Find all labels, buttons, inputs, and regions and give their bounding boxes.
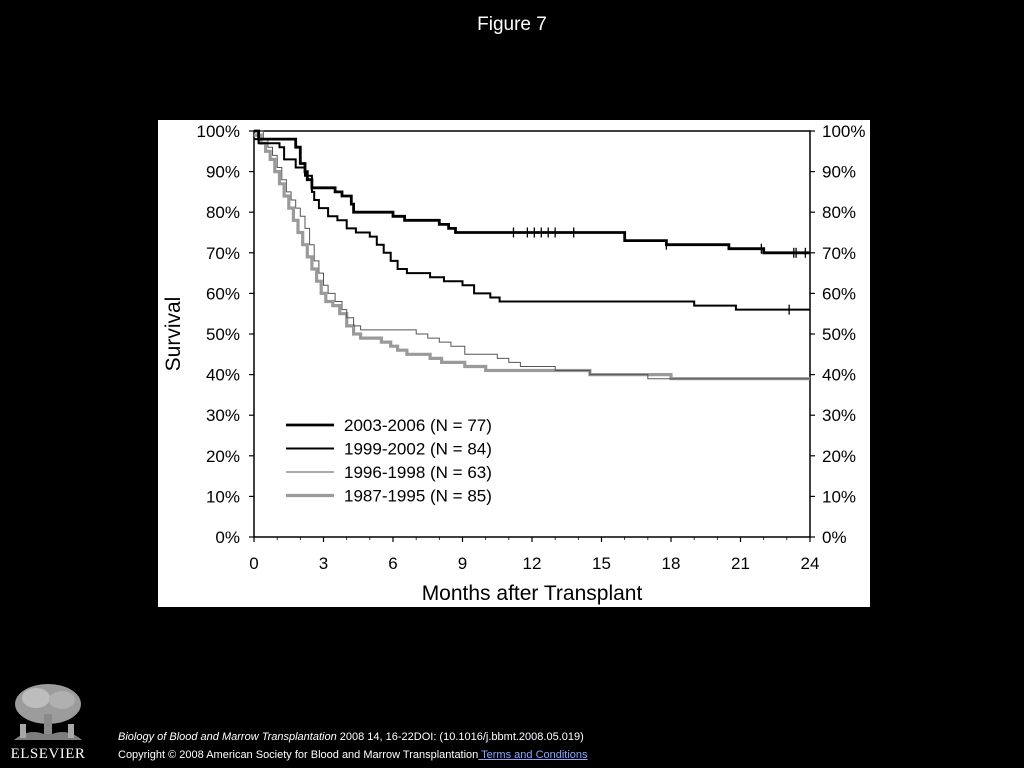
legend-label-1: 1999-2002 (N = 84) (344, 440, 492, 459)
y-tick-label: 70% (206, 244, 240, 263)
x-tick-label: 9 (458, 554, 467, 573)
legend-label-3: 1987-1995 (N = 85) (344, 487, 492, 506)
y-tick-label: 80% (206, 203, 240, 222)
x-tick-label: 6 (388, 554, 397, 573)
series-line-1 (254, 138, 810, 311)
y-tick-label: 0% (215, 528, 240, 547)
terms-and-conditions-link[interactable]: Terms and Conditions (478, 749, 588, 761)
citation: Biology of Blood and Marrow Transplantat… (118, 731, 584, 743)
x-tick-label: 21 (731, 554, 750, 573)
y-tick-label: 40% (206, 366, 240, 385)
y-axis-label: Survival (162, 297, 185, 372)
series-line-3 (254, 133, 810, 381)
x-tick-label: 24 (801, 554, 820, 573)
survival-chart: 0% 0% 10% 10% 20% 20% 30% 30% 40% 40% 50% 50% 60% 60%… (158, 120, 870, 607)
elsevier-wordmark: ELSEVIER (10, 746, 86, 762)
y-tick-label-right: 50% (822, 325, 856, 344)
series-line-2 (254, 130, 810, 380)
copyright: Copyright © 2008 American Society for Bl… (118, 749, 588, 761)
copyright-text: Copyright © 2008 American Society for Bl… (118, 749, 479, 761)
x-tick-label: 18 (662, 554, 681, 573)
journal-name: Biology of Blood and Marrow Transplantat… (118, 731, 337, 743)
y-tick-label-right: 90% (822, 163, 856, 182)
citation-details: 2008 14, 16-22DOI: (10.1016/j.bbmt.2008.… (336, 731, 584, 743)
x-tick-label: 3 (319, 554, 328, 573)
y-tick-label-right: 60% (822, 284, 856, 303)
x-tick-label: 12 (523, 554, 542, 573)
legend-label-2: 1996-1998 (N = 63) (344, 463, 492, 482)
figure-title: Figure 7 (477, 14, 547, 35)
x-tick-label: 15 (592, 554, 611, 573)
series-line-0 (254, 129, 810, 255)
y-tick-label: 10% (206, 487, 240, 506)
elsevier-logo: ELSEVIER (8, 680, 88, 766)
tree-logo-icon (8, 680, 88, 746)
y-tick-label-right: 80% (822, 203, 856, 222)
y-tick-label-right: 70% (822, 244, 856, 263)
legend: 2003-2006 (N = 77) 1999-2002 (N = 84) 1996… (286, 416, 492, 506)
legend-label-0: 2003-2006 (N = 77) (344, 416, 492, 435)
x-axis-label: Months after Transplant (422, 582, 643, 605)
y-tick-label: 100% (197, 122, 240, 141)
x-tick-label: 0 (249, 554, 258, 573)
y-tick-label: 20% (206, 447, 240, 466)
ticks-layer: 0% 0% 10% 10% 20% 20% 30% 30% 40% 40% 50% 50% 60% 60%… (197, 122, 866, 573)
y-tick-label-right: 20% (822, 447, 856, 466)
y-tick-label-right: 40% (822, 366, 856, 385)
y-tick-label: 30% (206, 406, 240, 425)
chart-svg: 0% 0% 10% 10% 20% 20% 30% 30% 40% 40% 50% 50% 60% 60%… (162, 122, 866, 605)
y-tick-label-right: 10% (822, 487, 856, 506)
y-tick-label-right: 0% (822, 528, 847, 547)
y-tick-label-right: 100% (822, 122, 865, 141)
y-tick-label: 50% (206, 325, 240, 344)
y-tick-label: 90% (206, 163, 240, 182)
y-tick-label: 60% (206, 284, 240, 303)
y-tick-label-right: 30% (822, 406, 856, 425)
lines-layer (254, 129, 810, 381)
